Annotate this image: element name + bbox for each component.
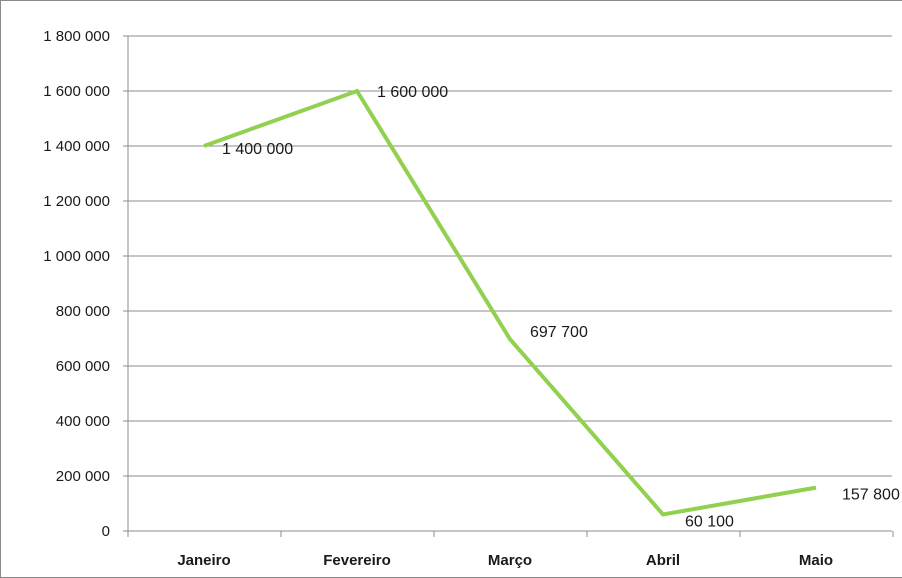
- y-tick-label: 200 000: [56, 468, 110, 485]
- x-tick-label: Maio: [799, 552, 833, 569]
- x-tick-label: Abril: [646, 552, 680, 569]
- data-label: 60 100: [685, 513, 734, 530]
- series-line: [203, 88, 817, 517]
- y-tick-label: 0: [102, 523, 110, 540]
- y-tick-label: 1 600 000: [43, 83, 110, 100]
- y-tick-label: 1 200 000: [43, 193, 110, 210]
- data-label: 157 800: [842, 487, 900, 504]
- x-tick-label: Março: [488, 552, 532, 569]
- data-label: 697 700: [530, 324, 588, 341]
- y-tick-label: 1 800 000: [43, 28, 110, 45]
- y-tick-label: 1 400 000: [43, 138, 110, 155]
- data-label: 1 600 000: [377, 84, 448, 101]
- x-tick-label: Fevereiro: [323, 552, 391, 569]
- y-tick-label: 600 000: [56, 358, 110, 375]
- x-tick-label: Janeiro: [177, 552, 230, 569]
- y-tick-label: 400 000: [56, 413, 110, 430]
- data-label: 1 400 000: [222, 141, 293, 158]
- y-tick-label: 800 000: [56, 303, 110, 320]
- y-tick-label: 1 000 000: [43, 248, 110, 265]
